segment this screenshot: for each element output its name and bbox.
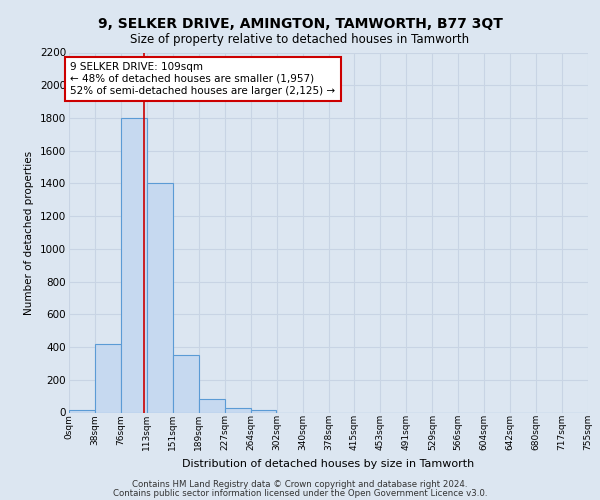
Bar	[251, 410, 277, 412]
Text: 9 SELKER DRIVE: 109sqm
← 48% of detached houses are smaller (1,957)
52% of semi-: 9 SELKER DRIVE: 109sqm ← 48% of detached…	[70, 62, 335, 96]
Bar	[199, 400, 224, 412]
Bar	[147, 184, 173, 412]
Bar	[225, 408, 251, 412]
Y-axis label: Number of detached properties: Number of detached properties	[25, 150, 34, 314]
Bar	[173, 355, 199, 412]
Bar	[95, 344, 121, 412]
Text: Contains public sector information licensed under the Open Government Licence v3: Contains public sector information licen…	[113, 489, 487, 498]
Bar	[69, 410, 95, 412]
Text: 9, SELKER DRIVE, AMINGTON, TAMWORTH, B77 3QT: 9, SELKER DRIVE, AMINGTON, TAMWORTH, B77…	[98, 18, 502, 32]
X-axis label: Distribution of detached houses by size in Tamworth: Distribution of detached houses by size …	[182, 458, 475, 468]
Text: Contains HM Land Registry data © Crown copyright and database right 2024.: Contains HM Land Registry data © Crown c…	[132, 480, 468, 489]
Bar	[121, 118, 147, 412]
Text: Size of property relative to detached houses in Tamworth: Size of property relative to detached ho…	[130, 32, 470, 46]
